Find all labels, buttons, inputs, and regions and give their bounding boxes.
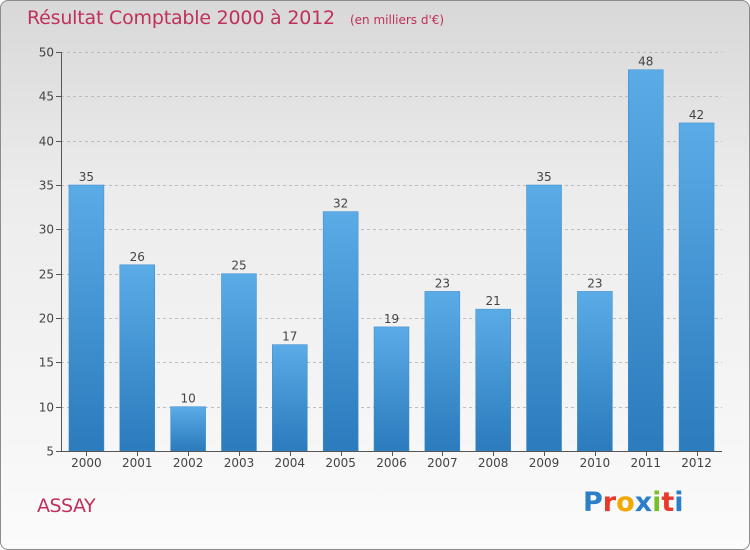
data-labels: 35 26 10 25 17 32 19 23 21 35 23 48 42 — [79, 55, 704, 406]
y-tick-label: 35 — [39, 179, 54, 193]
x-tick-label: 2003 — [224, 456, 255, 470]
x-tick-label: 2006 — [376, 456, 407, 470]
data-label: 48 — [638, 55, 653, 69]
y-tick-label: 40 — [39, 135, 54, 149]
logo-letter: r — [602, 487, 617, 518]
data-label: 26 — [130, 250, 145, 264]
data-label: 10 — [180, 392, 195, 406]
bar — [373, 326, 410, 452]
x-tick-label: 2007 — [427, 456, 458, 470]
y-tick-label: 20 — [39, 312, 54, 326]
bar — [526, 184, 562, 452]
y-tick-label: 30 — [39, 223, 54, 237]
data-label: 21 — [486, 294, 501, 308]
x-tick-label: 2008 — [478, 456, 509, 470]
title-text: Résultat Comptable 2000 à 2012 — [27, 7, 335, 29]
y-tick-label: 5 — [46, 445, 54, 459]
axes: 5 10 15 20 25 30 35 40 45 50 2000 2001 2002 2003 2004 2… — [39, 46, 722, 470]
y-tick-label: 15 — [39, 356, 54, 370]
chart-title: Résultat Comptable 2000 à 2012 (en milli… — [27, 7, 444, 29]
y-tick-label: 45 — [39, 90, 54, 104]
data-label: 35 — [79, 170, 94, 184]
data-label: 19 — [384, 312, 399, 326]
bar — [322, 211, 359, 452]
data-label: 42 — [689, 108, 704, 122]
subtitle-text: (en milliers d'€) — [349, 13, 445, 27]
data-label: 25 — [231, 259, 246, 273]
x-tick-label: 2002 — [173, 456, 204, 470]
logo-letter: P — [583, 487, 603, 518]
x-tick-label: 2009 — [529, 456, 560, 470]
bar — [170, 406, 206, 452]
data-label: 32 — [333, 197, 348, 211]
bar — [221, 273, 257, 452]
commune-name: ASSAY — [37, 495, 96, 517]
x-tick-label: 2000 — [71, 456, 102, 470]
logo-letter: x — [634, 487, 653, 518]
data-label: 23 — [435, 276, 450, 290]
logo-letter: i — [674, 487, 684, 518]
x-tick-label: 2011 — [630, 456, 661, 470]
bar — [119, 264, 156, 452]
x-tick-label: 2012 — [681, 456, 712, 470]
y-tick-label: 10 — [39, 401, 54, 415]
logo-letter: t — [661, 487, 675, 518]
bars — [68, 69, 715, 452]
bar — [68, 184, 105, 452]
data-label: 17 — [282, 330, 297, 344]
logo-letter: i — [652, 487, 662, 518]
proxiti-logo: Proxiti — [583, 487, 684, 518]
x-tick-label: 2005 — [325, 456, 356, 470]
bar — [272, 344, 308, 452]
data-label: 35 — [536, 170, 551, 184]
bar — [678, 122, 715, 452]
x-tick-label: 2010 — [580, 456, 611, 470]
x-tick-label: 2004 — [275, 456, 306, 470]
x-tick-label: 2001 — [122, 456, 153, 470]
y-tick-label: 50 — [39, 46, 54, 60]
bar — [475, 308, 511, 452]
y-tick-label: 25 — [39, 268, 54, 282]
logo-letter: o — [616, 487, 635, 518]
data-label: 23 — [587, 276, 602, 290]
bar — [627, 69, 664, 452]
bar — [424, 291, 461, 452]
bar — [577, 291, 613, 452]
